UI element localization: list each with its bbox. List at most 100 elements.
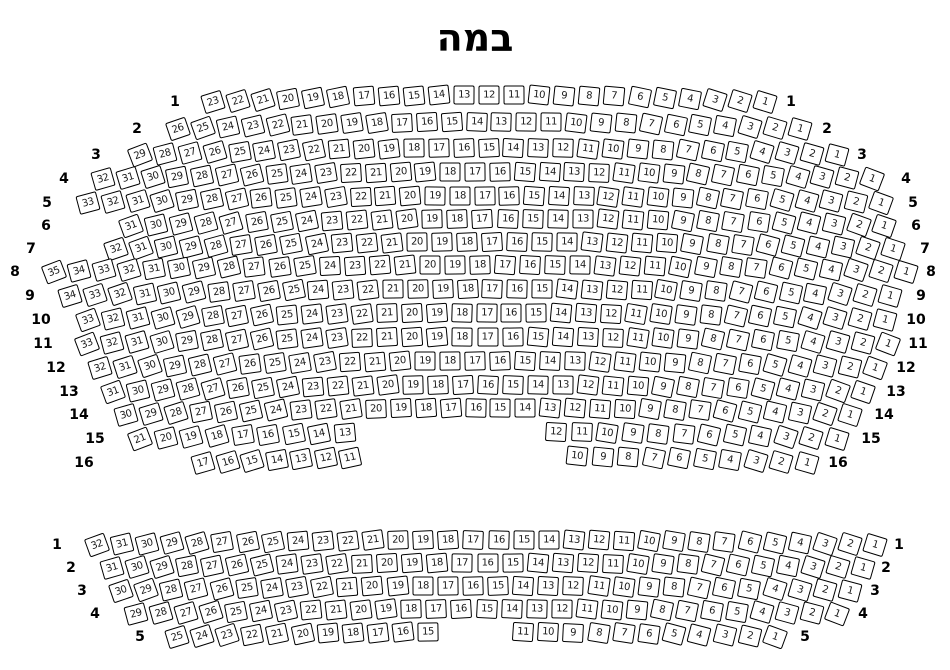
seat[interactable]: 30 (113, 402, 139, 428)
seat[interactable]: 11 (621, 209, 645, 231)
seat[interactable]: 20 (388, 350, 412, 372)
seat[interactable]: 3 (811, 531, 838, 557)
seat[interactable]: 25 (279, 232, 304, 256)
seat[interactable]: 21 (370, 209, 394, 231)
seat[interactable]: 15 (521, 209, 544, 229)
seat[interactable]: 32 (116, 257, 142, 282)
seat[interactable]: 30 (134, 531, 160, 556)
seat[interactable]: 27 (199, 554, 225, 578)
seat[interactable]: 26 (208, 576, 235, 601)
seat[interactable]: 27 (212, 352, 238, 376)
seat[interactable]: 26 (254, 233, 279, 256)
seat[interactable]: 19 (421, 209, 443, 230)
seat[interactable]: 11 (337, 446, 363, 470)
seat[interactable]: 26 (249, 327, 275, 351)
seat[interactable]: 6 (755, 233, 781, 258)
seat[interactable]: 4 (749, 600, 775, 625)
seat[interactable]: 31 (114, 165, 141, 191)
seat[interactable]: 10 (654, 279, 679, 302)
seat[interactable]: 11 (621, 186, 645, 208)
seat[interactable]: 23 (273, 599, 299, 623)
seat[interactable]: 24 (289, 162, 314, 185)
seat[interactable]: 8 (718, 256, 743, 279)
seat[interactable]: 5 (778, 281, 803, 305)
seat[interactable]: 4 (775, 377, 801, 402)
seat[interactable]: 8 (649, 598, 674, 622)
seat[interactable]: 13 (563, 162, 586, 183)
seat[interactable]: 23 (284, 576, 309, 599)
seat[interactable]: 8 (699, 304, 723, 326)
seat[interactable]: 15 (487, 576, 509, 596)
seat[interactable]: 15 (477, 137, 500, 159)
seat[interactable]: 18 (365, 111, 389, 135)
seat[interactable]: 16 (452, 138, 475, 158)
seat[interactable]: 22 (368, 254, 392, 276)
seat[interactable]: 8 (704, 280, 728, 303)
seat[interactable]: 23 (331, 279, 355, 301)
seat[interactable]: 15 (440, 111, 463, 133)
seat[interactable]: 11 (630, 279, 653, 301)
seat[interactable]: 12 (478, 85, 500, 105)
seat[interactable]: 17 (464, 351, 486, 371)
seat[interactable]: 11 (601, 375, 625, 397)
seat[interactable]: 10 (637, 529, 662, 553)
seat[interactable]: 5 (793, 257, 819, 281)
seat[interactable]: 22 (225, 88, 251, 113)
seat[interactable]: 20 (419, 255, 441, 275)
seat[interactable]: 26 (164, 116, 192, 142)
seat[interactable]: 14 (539, 351, 561, 372)
seat[interactable]: 6 (663, 113, 688, 136)
seat[interactable]: 18 (414, 397, 437, 419)
seat[interactable]: 4 (713, 114, 738, 138)
seat[interactable]: 12 (588, 350, 612, 373)
seat[interactable]: 30 (143, 213, 169, 237)
seat[interactable]: 17 (451, 553, 474, 573)
seat[interactable]: 13 (525, 599, 548, 619)
seat[interactable]: 19 (340, 112, 364, 135)
seat[interactable]: 3 (774, 141, 800, 166)
seat[interactable]: 31 (132, 282, 157, 306)
seat[interactable]: 20 (376, 374, 400, 397)
seat[interactable]: 12 (605, 231, 629, 254)
seat[interactable]: 24 (215, 115, 241, 139)
seat[interactable]: 31 (142, 257, 167, 281)
seat[interactable]: 24 (288, 351, 312, 374)
seat[interactable]: 1 (893, 259, 919, 285)
seat[interactable]: 22 (350, 302, 374, 325)
seat[interactable]: 4 (784, 164, 811, 189)
seat[interactable]: 32 (90, 166, 116, 192)
seat[interactable]: 28 (200, 305, 225, 328)
seat[interactable]: 27 (225, 304, 250, 328)
seat[interactable]: 9 (625, 599, 649, 621)
seat[interactable]: 13 (552, 375, 574, 395)
seat[interactable]: 25 (274, 186, 298, 209)
seat[interactable]: 14 (547, 186, 570, 207)
seat[interactable]: 12 (587, 529, 611, 551)
seat[interactable]: 6 (700, 139, 725, 163)
seat[interactable]: 16 (415, 112, 438, 133)
seat[interactable]: 3 (800, 554, 826, 579)
seat[interactable]: 29 (138, 401, 164, 427)
seat[interactable]: 24 (275, 375, 301, 399)
seat[interactable]: 28 (158, 578, 184, 602)
seat[interactable]: 9 (552, 84, 576, 107)
seat[interactable]: 15 (513, 530, 535, 550)
seat[interactable]: 14 (546, 209, 569, 229)
seat[interactable]: 22 (240, 623, 265, 647)
seat[interactable]: 5 (762, 352, 788, 377)
seat[interactable]: 10 (637, 162, 661, 185)
seat[interactable]: 21 (265, 622, 290, 646)
seat[interactable]: 9 (662, 162, 686, 185)
seat[interactable]: 27 (224, 187, 250, 211)
seat[interactable]: 20 (376, 553, 399, 574)
seat[interactable]: 14 (538, 161, 561, 183)
seat[interactable]: 9 (680, 232, 705, 255)
seat[interactable]: 4 (805, 234, 831, 259)
seat[interactable]: 24 (189, 623, 215, 649)
seat[interactable]: 11 (540, 112, 562, 132)
seat[interactable]: 3 (812, 354, 838, 379)
seat[interactable]: 5 (750, 376, 776, 401)
seat[interactable]: 29 (192, 256, 217, 280)
seat[interactable]: 17 (493, 254, 517, 276)
seat[interactable]: 3 (701, 87, 728, 112)
